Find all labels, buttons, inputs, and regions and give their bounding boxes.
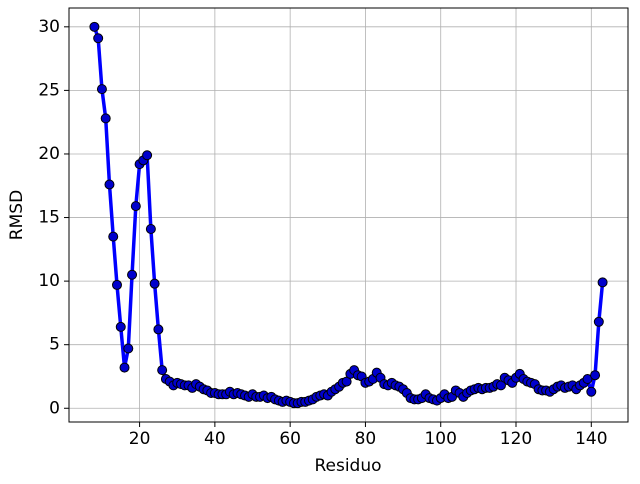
- y-tick-label: 20: [38, 144, 60, 164]
- data-point: [597, 277, 608, 288]
- data-point: [93, 33, 104, 44]
- y-tick-label: 30: [38, 17, 60, 37]
- data-point: [89, 21, 100, 32]
- data-point: [153, 324, 164, 335]
- data-point: [104, 179, 115, 190]
- x-tick-label: 140: [575, 429, 607, 449]
- plot-frame: [68, 7, 629, 423]
- data-point: [145, 223, 156, 234]
- x-tick-label: 60: [279, 429, 301, 449]
- data-point: [111, 279, 122, 290]
- data-point: [142, 150, 153, 161]
- data-point: [157, 365, 168, 376]
- x-tick-label: 100: [424, 429, 456, 449]
- data-point: [108, 231, 119, 242]
- y-tick-label: 25: [38, 80, 60, 100]
- y-tick-label: 0: [49, 398, 60, 418]
- data-point: [119, 362, 130, 373]
- data-point: [123, 343, 134, 354]
- x-tick-label: 80: [355, 429, 377, 449]
- data-point: [590, 370, 601, 381]
- data-point: [149, 278, 160, 289]
- x-axis-label: Residuo: [314, 456, 381, 476]
- data-point: [586, 386, 597, 397]
- y-tick-label: 10: [38, 271, 60, 291]
- data-point: [127, 269, 138, 280]
- data-point: [130, 201, 141, 212]
- data-point: [115, 321, 126, 332]
- x-tick-label: 120: [500, 429, 532, 449]
- y-axis-label: RMSD: [7, 190, 27, 240]
- x-tick-label: 20: [129, 429, 151, 449]
- data-point: [96, 84, 107, 95]
- data-line: [92, 26, 605, 405]
- y-tick-label: 15: [38, 208, 60, 228]
- x-tick-label: 40: [204, 429, 226, 449]
- data-point: [100, 113, 111, 124]
- data-point: [593, 316, 604, 327]
- y-tick-label: 5: [49, 335, 60, 355]
